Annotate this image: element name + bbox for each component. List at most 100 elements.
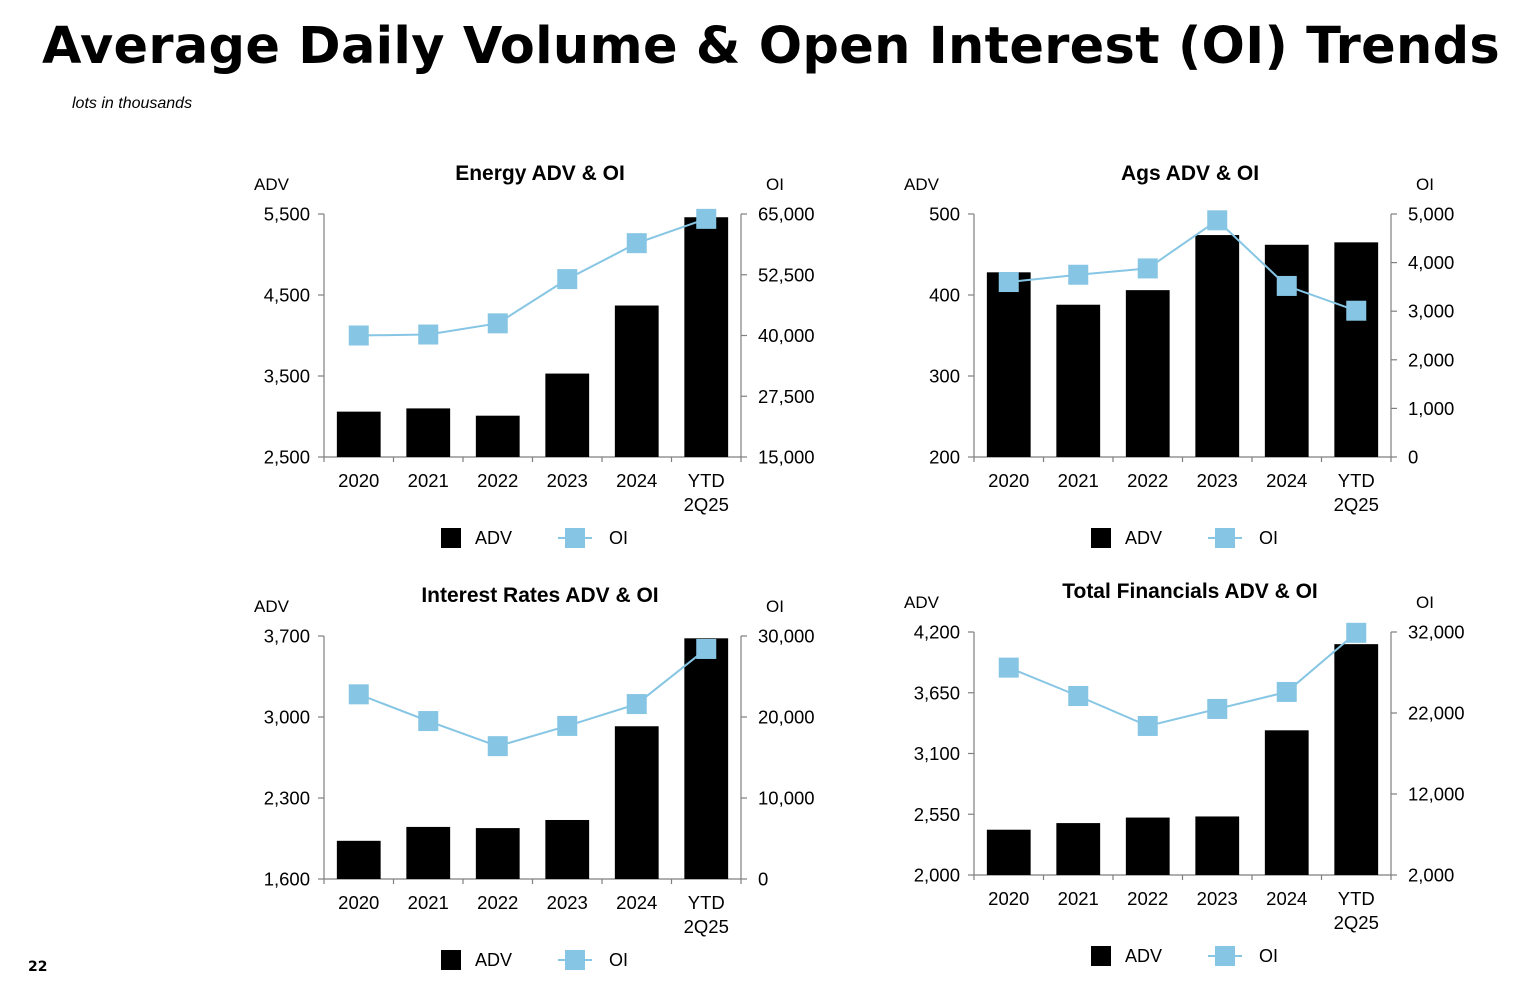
adv-bar xyxy=(614,305,659,457)
oi-marker xyxy=(696,208,717,229)
y-left-tick-label: 2,300 xyxy=(264,788,310,809)
legend-adv-swatch xyxy=(441,950,461,970)
y-right-tick-label: 2,000 xyxy=(1408,349,1454,370)
y-right-tick-label: 40,000 xyxy=(758,325,815,346)
y-axis-left-label: ADV xyxy=(904,593,940,612)
oi-line xyxy=(358,648,707,748)
chart-title: Total Financials ADV & OI xyxy=(1062,580,1318,603)
y-left-tick-label: 400 xyxy=(929,285,960,306)
y-right-tick-label: 2,000 xyxy=(1408,865,1454,886)
oi-marker xyxy=(998,657,1019,678)
page-number: 22 xyxy=(28,959,48,975)
y-axis-right-label: OI xyxy=(1416,593,1434,612)
legend-oi-swatch xyxy=(565,528,585,548)
y-left-tick-label: 2,000 xyxy=(914,865,960,886)
chart-title: Interest Rates ADV & OI xyxy=(421,584,658,607)
oi-marker xyxy=(348,684,369,705)
y-left-tick-label: 300 xyxy=(929,366,960,387)
x-tick-label: 2024 xyxy=(616,470,657,491)
oi-marker xyxy=(557,269,578,290)
legend-oi-label: OI xyxy=(609,528,628,548)
legend-adv-swatch xyxy=(1091,528,1111,548)
y-right-tick-label: 22,000 xyxy=(1408,703,1465,724)
adv-bar xyxy=(1264,730,1309,875)
legend-adv-label: ADV xyxy=(475,950,512,970)
x-tick-label: 2Q25 xyxy=(1334,912,1379,933)
legend-adv-swatch xyxy=(441,528,461,548)
x-tick-label: 2021 xyxy=(408,892,449,913)
adv-bar xyxy=(1334,242,1379,457)
legend-oi-label: OI xyxy=(1259,528,1278,548)
legend-adv-swatch xyxy=(1091,946,1111,966)
adv-bar xyxy=(406,408,451,457)
adv-bar xyxy=(336,840,381,879)
chart-interest-rates: Interest Rates ADV & OI ADV OI 1,600 2,300 3,… xyxy=(254,584,815,970)
legend-oi-label: OI xyxy=(1259,946,1278,966)
legend-adv-label: ADV xyxy=(1125,528,1162,548)
x-tick-label: 2024 xyxy=(616,892,657,913)
y-left-tick-label: 3,100 xyxy=(914,743,960,764)
x-tick-label: 2023 xyxy=(1197,470,1238,491)
oi-marker xyxy=(557,715,578,736)
oi-marker xyxy=(1207,698,1228,719)
adv-bar xyxy=(1195,816,1240,875)
adv-bar xyxy=(406,826,451,879)
y-axis-right-label: OI xyxy=(766,175,784,194)
oi-marker xyxy=(998,272,1019,293)
y-right-tick-label: 5,000 xyxy=(1408,204,1454,225)
oi-marker xyxy=(1276,681,1297,702)
chart-energy: Energy ADV & OI ADV OI 2,500 3,500 4,500 5,500… xyxy=(254,162,815,548)
x-tick-label: YTD xyxy=(688,470,725,491)
legend-adv-label: ADV xyxy=(1125,946,1162,966)
x-tick-label: 2023 xyxy=(547,892,588,913)
oi-marker xyxy=(1346,622,1367,643)
y-right-tick-label: 10,000 xyxy=(758,788,815,809)
x-tick-label: 2024 xyxy=(1266,888,1307,909)
chart-ags: Ags ADV & OI ADV OI 200 300 400 500 0 1,000 2,000… xyxy=(904,162,1454,548)
adv-bar xyxy=(475,415,520,457)
adv-bar xyxy=(684,638,729,879)
y-left-tick-label: 5,500 xyxy=(264,204,310,225)
y-left-tick-label: 4,500 xyxy=(264,285,310,306)
oi-marker xyxy=(1068,685,1089,706)
y-left-tick-label: 3,700 xyxy=(264,626,310,647)
y-left-tick-label: 4,200 xyxy=(914,622,960,643)
legend-oi-swatch xyxy=(1215,946,1235,966)
oi-marker xyxy=(1137,258,1158,279)
oi-marker xyxy=(487,313,508,334)
x-tick-label: 2020 xyxy=(988,888,1029,909)
y-right-tick-label: 3,000 xyxy=(1408,301,1454,322)
y-left-tick-label: 1,600 xyxy=(264,869,310,890)
y-right-tick-label: 52,500 xyxy=(758,264,815,285)
oi-marker xyxy=(626,694,647,715)
legend-adv-label: ADV xyxy=(475,528,512,548)
y-left-tick-label: 500 xyxy=(929,204,960,225)
y-right-tick-label: 0 xyxy=(758,869,768,890)
adv-bar xyxy=(1056,823,1101,875)
x-tick-label: 2022 xyxy=(1127,888,1168,909)
oi-line xyxy=(358,217,707,337)
x-tick-label: 2Q25 xyxy=(684,916,729,937)
chart-title: Ags ADV & OI xyxy=(1121,162,1259,185)
y-right-tick-label: 0 xyxy=(1408,447,1418,468)
oi-marker xyxy=(418,324,439,345)
adv-bar xyxy=(1334,644,1379,875)
y-left-tick-label: 2,500 xyxy=(264,447,310,468)
oi-marker xyxy=(487,736,508,757)
x-tick-label: 2023 xyxy=(547,470,588,491)
y-right-tick-label: 4,000 xyxy=(1408,252,1454,273)
y-right-tick-label: 1,000 xyxy=(1408,398,1454,419)
oi-line xyxy=(1008,632,1357,728)
x-tick-label: 2021 xyxy=(1058,470,1099,491)
x-tick-label: 2020 xyxy=(338,470,379,491)
adv-bar xyxy=(986,829,1031,875)
oi-marker xyxy=(418,711,439,732)
adv-bar xyxy=(1056,304,1101,457)
y-left-tick-label: 200 xyxy=(929,447,960,468)
x-tick-label: 2021 xyxy=(408,470,449,491)
x-tick-label: YTD xyxy=(688,892,725,913)
y-axis-left-label: ADV xyxy=(254,597,290,616)
y-left-tick-label: 2,550 xyxy=(914,804,960,825)
adv-bar xyxy=(545,373,590,457)
x-tick-label: 2Q25 xyxy=(1334,494,1379,515)
